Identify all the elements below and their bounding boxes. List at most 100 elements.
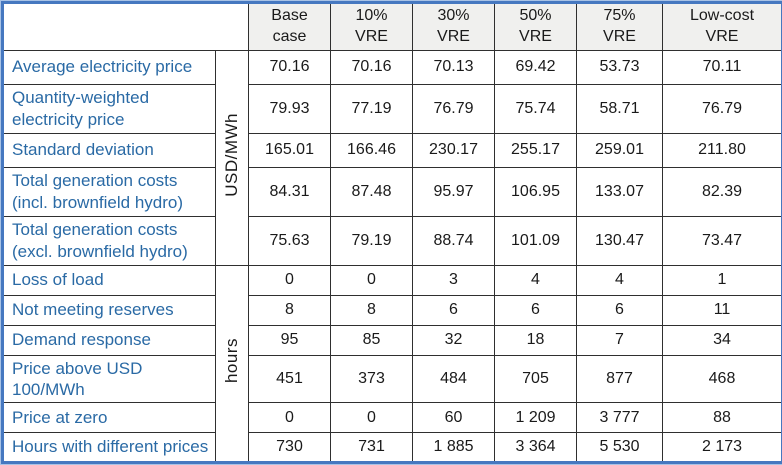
row-label: Price above USD 100/MWh (3, 355, 216, 403)
value-cell: 73.47 (663, 216, 782, 265)
row-label: Price at zero (3, 403, 216, 433)
value-cell: 5 530 (577, 433, 663, 463)
column-header: Base case (249, 3, 331, 51)
value-cell: 1 (663, 265, 782, 295)
value-cell: 95 (249, 325, 331, 355)
value-cell: 76.79 (413, 84, 495, 133)
value-cell: 69.42 (495, 50, 577, 84)
value-cell: 70.16 (331, 50, 413, 84)
value-cell: 85 (331, 325, 413, 355)
unit-label-text: USD/MWh (222, 113, 242, 197)
value-cell: 4 (577, 265, 663, 295)
value-cell: 87.48 (331, 167, 413, 216)
value-cell: 0 (331, 265, 413, 295)
value-cell: 32 (413, 325, 495, 355)
value-cell: 79.19 (331, 216, 413, 265)
value-cell: 77.19 (331, 84, 413, 133)
value-cell: 165.01 (249, 133, 331, 167)
column-header: 30% VRE (413, 3, 495, 51)
value-cell: 484 (413, 355, 495, 403)
row-label: Loss of load (3, 265, 216, 295)
value-cell: 75.74 (495, 84, 577, 133)
column-header: Low-cost VRE (663, 3, 782, 51)
value-cell: 79.93 (249, 84, 331, 133)
value-cell: 76.79 (663, 84, 782, 133)
value-cell: 75.63 (249, 216, 331, 265)
row-label: Demand response (3, 325, 216, 355)
value-cell: 6 (413, 295, 495, 325)
value-cell: 18 (495, 325, 577, 355)
table-row: Total generation costs (incl. brownfield… (3, 167, 782, 216)
value-cell: 2 173 (663, 433, 782, 463)
value-cell: 3 364 (495, 433, 577, 463)
value-cell: 70.11 (663, 50, 782, 84)
value-cell: 730 (249, 433, 331, 463)
value-cell: 259.01 (577, 133, 663, 167)
table-row: Quantity-weighted electricity price 79.93… (3, 84, 782, 133)
row-label: Standard deviation (3, 133, 216, 167)
value-cell: 877 (577, 355, 663, 403)
unit-label-usd-mwh: USD/MWh (216, 50, 249, 265)
value-cell: 705 (495, 355, 577, 403)
value-cell: 4 (495, 265, 577, 295)
value-cell: 211.80 (663, 133, 782, 167)
value-cell: 230.17 (413, 133, 495, 167)
value-cell: 0 (249, 403, 331, 433)
corner-cell (3, 3, 249, 51)
value-cell: 255.17 (495, 133, 577, 167)
row-label: Quantity-weighted electricity price (3, 84, 216, 133)
value-cell: 3 (413, 265, 495, 295)
column-header: 75% VRE (577, 3, 663, 51)
value-cell: 6 (577, 295, 663, 325)
value-cell: 468 (663, 355, 782, 403)
value-cell: 166.46 (331, 133, 413, 167)
value-cell: 70.13 (413, 50, 495, 84)
value-cell: 1 209 (495, 403, 577, 433)
value-cell: 373 (331, 355, 413, 403)
column-header: 50% VRE (495, 3, 577, 51)
value-cell: 8 (249, 295, 331, 325)
value-cell: 7 (577, 325, 663, 355)
value-cell: 82.39 (663, 167, 782, 216)
value-cell: 60 (413, 403, 495, 433)
value-cell: 84.31 (249, 167, 331, 216)
value-cell: 70.16 (249, 50, 331, 84)
value-cell: 53.73 (577, 50, 663, 84)
value-cell: 8 (331, 295, 413, 325)
table-row: Total generation costs (excl. brownfield… (3, 216, 782, 265)
value-cell: 133.07 (577, 167, 663, 216)
unit-label-text: hours (222, 338, 242, 383)
row-label: Hours with different prices (3, 433, 216, 463)
value-cell: 0 (249, 265, 331, 295)
value-cell: 451 (249, 355, 331, 403)
value-cell: 88.74 (413, 216, 495, 265)
value-cell: 731 (331, 433, 413, 463)
value-cell: 3 777 (577, 403, 663, 433)
column-header: 10% VRE (331, 3, 413, 51)
value-cell: 0 (331, 403, 413, 433)
row-label: Average electricity price (3, 50, 216, 84)
value-cell: 6 (495, 295, 577, 325)
row-label: Not meeting reserves (3, 295, 216, 325)
value-cell: 11 (663, 295, 782, 325)
value-cell: 1 885 (413, 433, 495, 463)
value-cell: 130.47 (577, 216, 663, 265)
value-cell: 58.71 (577, 84, 663, 133)
unit-label-hours: hours (216, 265, 249, 463)
value-cell: 95.97 (413, 167, 495, 216)
row-label: Total generation costs (incl. brownfield… (3, 167, 216, 216)
row-label: Total generation costs (excl. brownfield… (3, 216, 216, 265)
value-cell: 34 (663, 325, 782, 355)
value-cell: 101.09 (495, 216, 577, 265)
